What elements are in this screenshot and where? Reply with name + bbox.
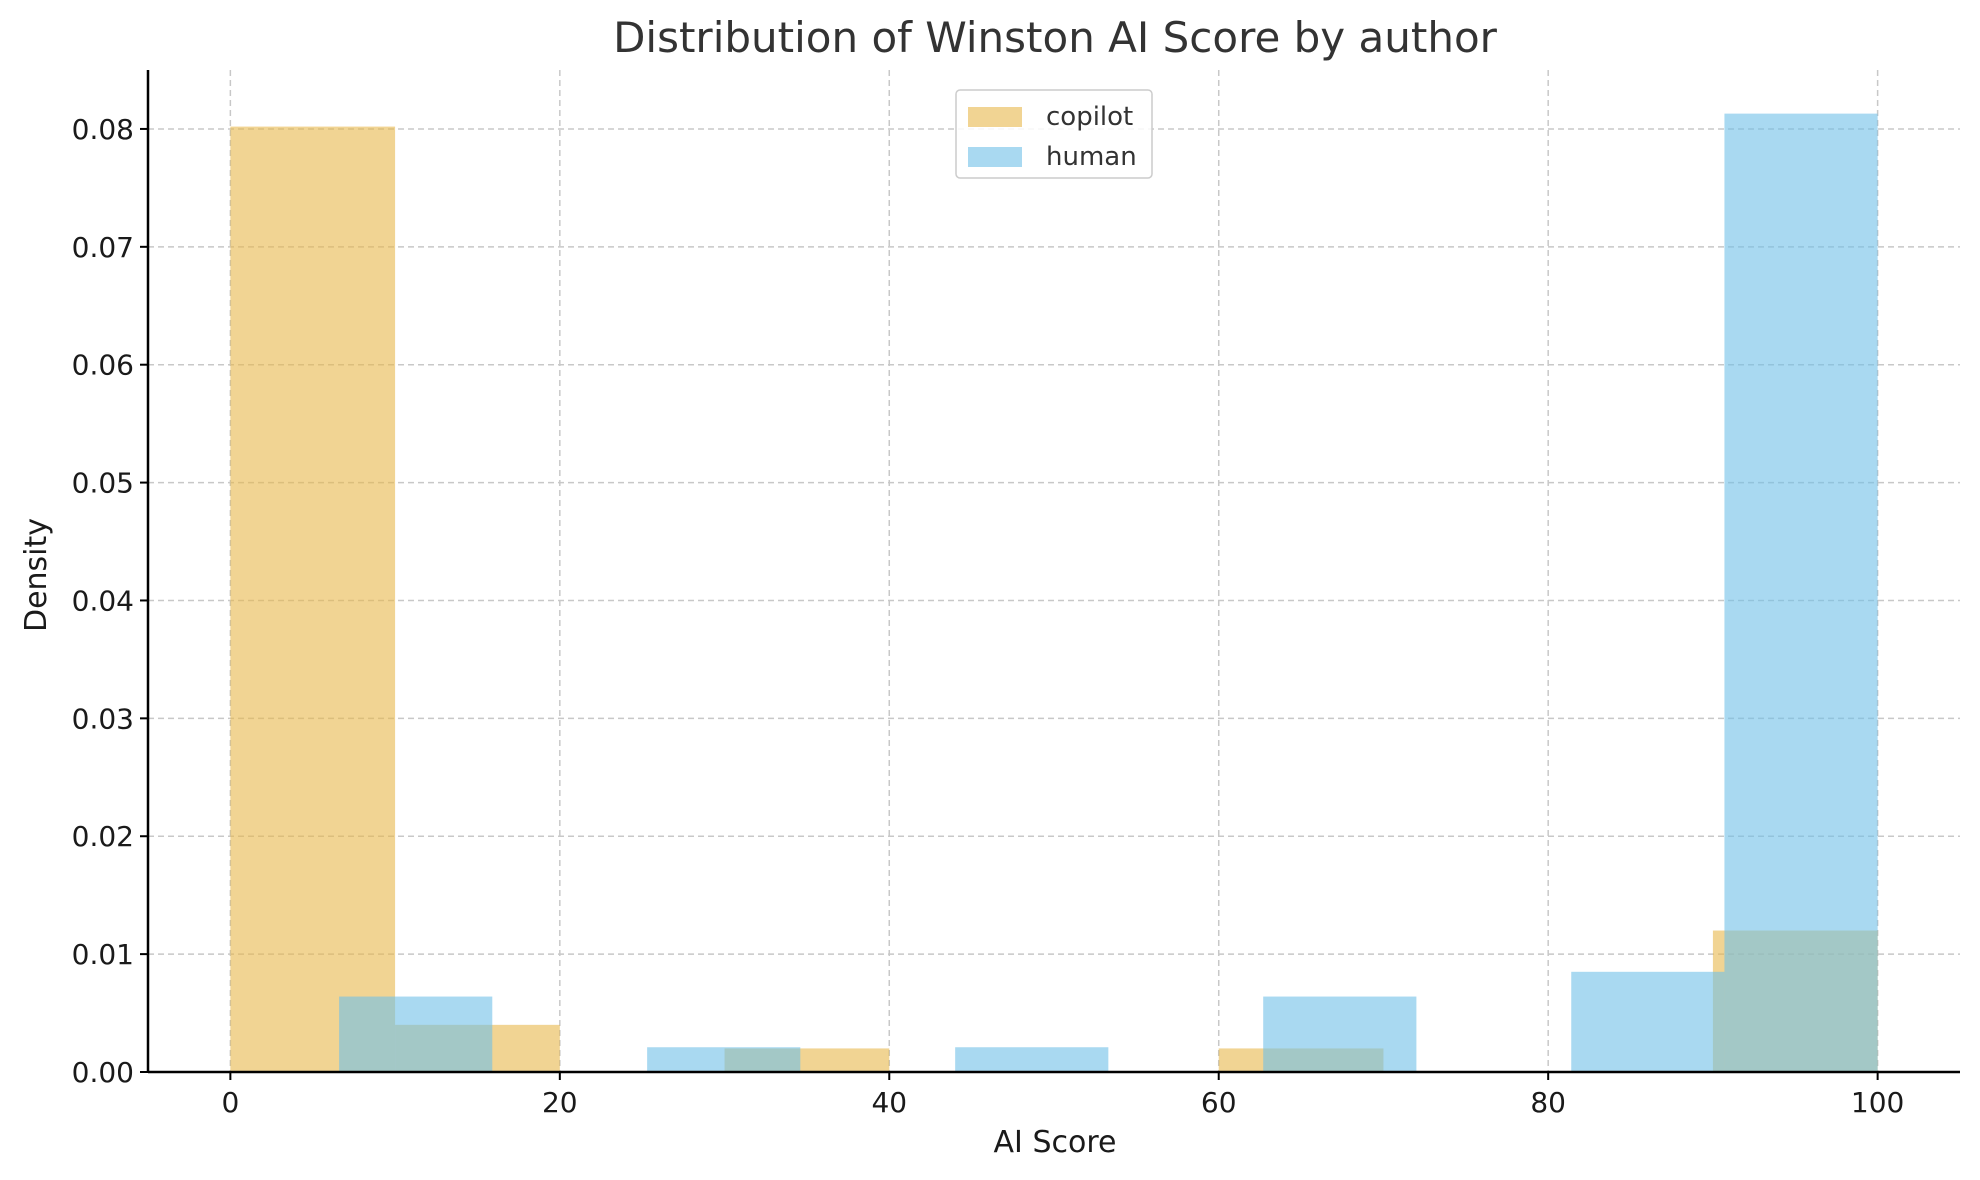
copilot-bar bbox=[230, 126, 396, 1073]
y-tick-label: 0.02 bbox=[72, 820, 134, 853]
axes bbox=[140, 70, 1960, 1080]
y-tick-label: 0.01 bbox=[72, 938, 134, 971]
y-tick-label: 0.03 bbox=[72, 702, 134, 735]
y-axis-label: Density bbox=[19, 518, 54, 632]
x-tick-label: 100 bbox=[1851, 1086, 1904, 1119]
legend: copilot human bbox=[955, 89, 1153, 179]
histogram-bars bbox=[230, 113, 1878, 1073]
x-tick-label: 40 bbox=[871, 1086, 907, 1119]
x-tick-label: 0 bbox=[221, 1086, 239, 1119]
human-bar bbox=[1571, 971, 1725, 1072]
y-tick-label: 0.04 bbox=[72, 584, 134, 617]
chart-title: Distribution of Winston AI Score by auth… bbox=[613, 13, 1498, 62]
human-bar bbox=[647, 1047, 801, 1072]
tick-labels: 0 20 40 60 80 100 0.00 0.01 0.02 0.03 0.04 0.05 0.06… bbox=[72, 113, 1905, 1119]
human-bar bbox=[339, 996, 493, 1072]
legend-swatch-copilot bbox=[968, 107, 1022, 127]
y-tick-label: 0.07 bbox=[72, 231, 134, 264]
y-tick-label: 0.00 bbox=[72, 1056, 134, 1089]
y-tick-label: 0.05 bbox=[72, 467, 134, 500]
legend-label-copilot: copilot bbox=[1046, 102, 1133, 132]
y-tick-label: 0.08 bbox=[72, 113, 134, 146]
human-bar bbox=[1263, 996, 1417, 1072]
x-tick-label: 80 bbox=[1530, 1086, 1566, 1119]
human-bar bbox=[1724, 113, 1878, 1073]
y-tick-label: 0.06 bbox=[72, 349, 134, 382]
legend-swatch-human bbox=[968, 147, 1022, 167]
x-tick-label: 60 bbox=[1201, 1086, 1237, 1119]
x-axis-label: AI Score bbox=[994, 1125, 1117, 1160]
human-bar bbox=[955, 1047, 1109, 1072]
grid-lines bbox=[148, 70, 1960, 1072]
legend-label-human: human bbox=[1046, 142, 1137, 172]
x-tick-label: 20 bbox=[542, 1086, 578, 1119]
